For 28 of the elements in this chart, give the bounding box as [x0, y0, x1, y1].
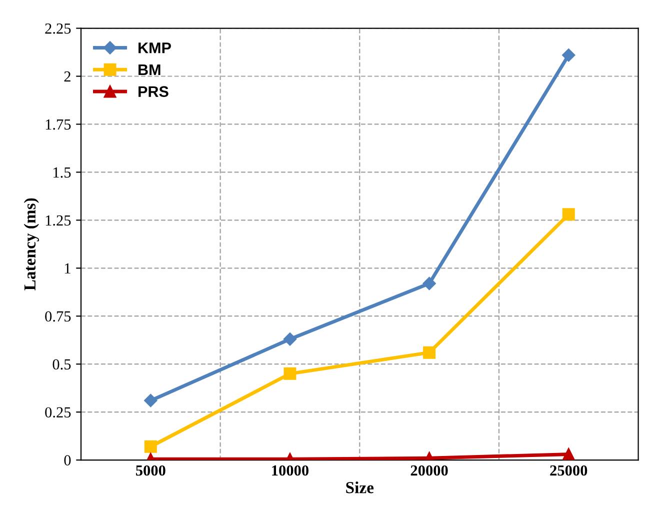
point	[144, 440, 157, 453]
y-tick-label: 1	[64, 263, 70, 274]
x-tick-label: 10000	[272, 465, 308, 476]
y-tick-label: 1.5	[54, 167, 71, 178]
point	[144, 394, 158, 408]
legend-label: PRS	[138, 86, 168, 98]
y-tick-label: 2	[64, 71, 70, 82]
y-tick-label: 2.25	[45, 23, 71, 34]
point	[562, 48, 576, 62]
y-tick-label: 0.5	[52, 359, 71, 370]
legend-label: BM	[138, 64, 160, 75]
legend-label: KMP	[138, 42, 171, 54]
y-tick-label: 0	[64, 455, 71, 466]
point	[283, 332, 297, 346]
y-axis-title: Latency (ms)	[24, 198, 39, 290]
x-axis-title: Size	[346, 482, 374, 494]
point	[422, 276, 436, 290]
y-tick-label: 0.75	[45, 311, 71, 322]
x-tick-label: 20000	[410, 465, 448, 476]
point	[423, 346, 436, 359]
point	[562, 208, 575, 221]
y-tick-label: 1.75	[46, 119, 71, 130]
point	[562, 448, 575, 460]
y-tick-label: 1.25	[46, 215, 71, 226]
x-tick-label: 25000	[550, 465, 588, 476]
x-tick-label: 5000	[136, 465, 166, 476]
point	[284, 367, 296, 380]
y-tick-label: 0.25	[45, 407, 71, 418]
